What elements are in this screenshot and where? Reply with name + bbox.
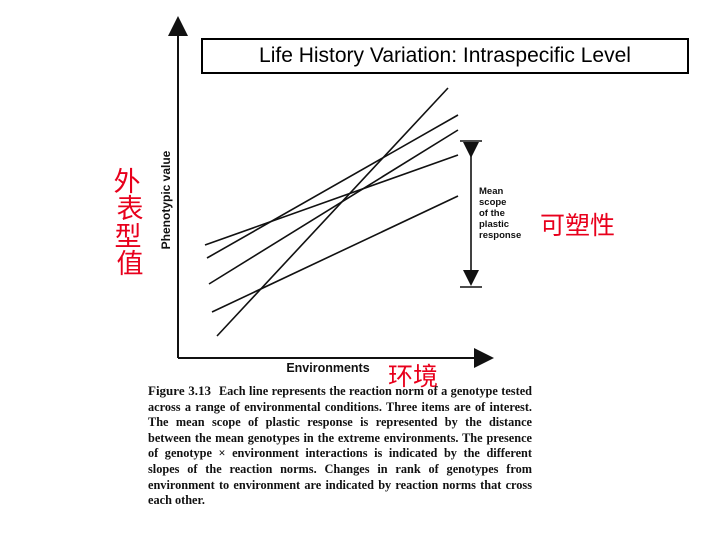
handwritten-annotations: 外 表 型 值 环境 可塑性 bbox=[114, 167, 616, 391]
handwritten-bracket-label: 可塑性 bbox=[540, 211, 615, 240]
caption-text: Each line represents the reaction norm o… bbox=[148, 384, 532, 508]
reaction-norm-line bbox=[216, 87, 449, 337]
reaction-norm-line bbox=[204, 154, 459, 246]
x-axis-label: Environments bbox=[286, 361, 369, 375]
handwritten-y-char: 表 bbox=[117, 194, 144, 225]
bracket-label-line: of the bbox=[479, 208, 505, 219]
slide-title: Life History Variation: Intraspecific Le… bbox=[201, 38, 689, 74]
bracket-label: Mean scope of the plastic response bbox=[479, 186, 521, 241]
bracket-label-line: Mean bbox=[479, 186, 503, 197]
bracket-label-line: scope bbox=[479, 197, 506, 208]
reaction-norm-line bbox=[211, 195, 459, 313]
mean-scope-bracket bbox=[460, 140, 482, 288]
handwritten-x-label: 环境 bbox=[388, 362, 438, 391]
bracket-label-line: response bbox=[479, 230, 521, 241]
reaction-norm-line bbox=[208, 129, 459, 285]
y-axis-label: Phenotypic value bbox=[159, 150, 173, 249]
reaction-norm-lines bbox=[204, 87, 459, 337]
reaction-norm-line bbox=[206, 114, 459, 259]
handwritten-y-char: 外 bbox=[114, 167, 141, 198]
bracket-label-line: plastic bbox=[479, 219, 509, 230]
caption-figure-label: Figure 3.13 bbox=[148, 383, 211, 398]
handwritten-y-char: 型 bbox=[115, 222, 142, 253]
figure-caption: Figure 3.13 Each line represents the reac… bbox=[148, 383, 532, 509]
handwritten-y-char: 值 bbox=[117, 249, 144, 280]
